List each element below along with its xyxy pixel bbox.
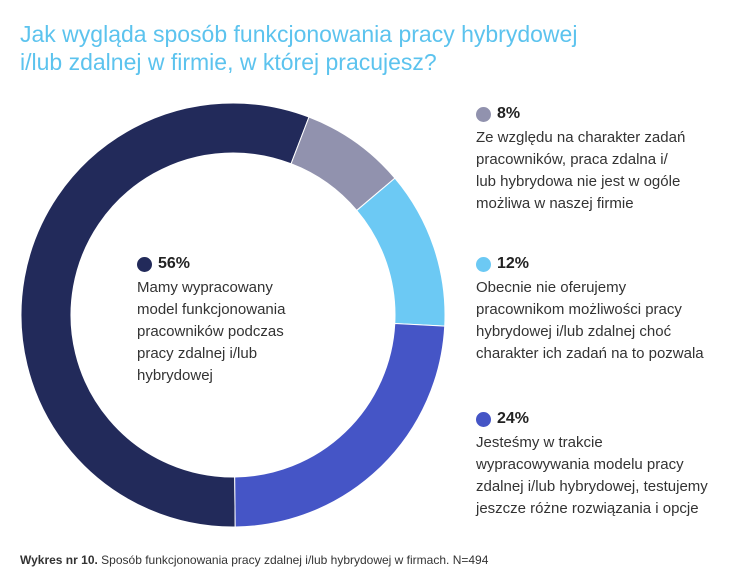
legend-line: charakter ich zadań na to pozwala bbox=[476, 345, 704, 362]
legend-pct-24: 24% bbox=[497, 410, 530, 427]
legend-pct-56: 56% bbox=[158, 255, 191, 272]
donut-slice-56 bbox=[20, 102, 310, 528]
legend-line: model funkcjonowania bbox=[137, 301, 286, 318]
donut-slice-24 bbox=[234, 322, 446, 528]
donut-slice-12 bbox=[356, 177, 446, 327]
legend-desc-12: Obecnie nie oferujemy pracownikom możliw… bbox=[476, 277, 756, 365]
chart-title: Jak wygląda sposób funkcjonowania pracy … bbox=[20, 20, 720, 76]
legend-desc-56: Mamy wypracowany model funkcjonowania pr… bbox=[137, 277, 337, 387]
legend-line: pracownikom możliwości pracy bbox=[476, 301, 682, 318]
legend-dot-12 bbox=[476, 256, 491, 272]
legend-dot-56 bbox=[137, 256, 152, 272]
legend-item-12: 12% Obecnie nie oferujemy pracownikom mo… bbox=[476, 253, 756, 365]
legend-line: pracy zdalnej i/lub bbox=[137, 345, 258, 362]
legend-line: zdalnej i/lub hybrydowej, testujemy bbox=[476, 478, 708, 495]
legend-line: Mamy wypracowany bbox=[137, 279, 273, 296]
legend-line: lub hybrydowa nie jest w ogóle bbox=[476, 173, 681, 190]
legend-line: pracowników podczas bbox=[137, 323, 284, 340]
legend-line: hybrydowej i/lub zdalnej choć bbox=[476, 323, 672, 340]
legend-item-56: 56% Mamy wypracowany model funkcjonowani… bbox=[137, 253, 337, 387]
caption-text: Sposób funkcjonowania pracy zdalnej i/lu… bbox=[101, 553, 489, 567]
legend-dot-24 bbox=[476, 411, 491, 427]
chart-title-line-1: Jak wygląda sposób funkcjonowania pracy … bbox=[20, 21, 578, 47]
legend-line: hybrydowej bbox=[137, 367, 213, 384]
caption-label: Wykres nr 10. bbox=[20, 553, 98, 567]
chart-caption: Wykres nr 10. Sposób funkcjonowania prac… bbox=[20, 553, 488, 567]
legend-line: Jesteśmy w trakcie bbox=[476, 434, 603, 451]
legend-item-8: 8% Ze względu na charakter zadań pracown… bbox=[476, 103, 756, 215]
legend-line: Obecnie nie oferujemy bbox=[476, 279, 627, 296]
legend-pct-12: 12% bbox=[497, 255, 530, 272]
legend-dot-8 bbox=[476, 106, 491, 122]
legend-pct-8: 8% bbox=[497, 105, 521, 122]
legend-item-24: 24% Jesteśmy w trakcie wypracowywania mo… bbox=[476, 408, 756, 520]
legend-line: Ze względu na charakter zadań bbox=[476, 129, 686, 146]
legend-line: pracowników, praca zdalna i/ bbox=[476, 151, 668, 168]
legend-desc-24: Jesteśmy w trakcie wypracowywania modelu… bbox=[476, 432, 756, 520]
legend-line: wypracowywania modelu pracy bbox=[476, 456, 684, 473]
legend-line: możliwa w naszej firmie bbox=[476, 195, 634, 212]
legend-desc-8: Ze względu na charakter zadań pracownikó… bbox=[476, 127, 756, 215]
chart-title-line-2: i/lub zdalnej w firmie, w której pracuje… bbox=[20, 49, 437, 75]
legend-line: jeszcze różne rozwiązania i opcje bbox=[476, 500, 699, 517]
